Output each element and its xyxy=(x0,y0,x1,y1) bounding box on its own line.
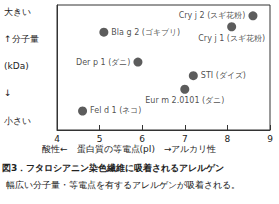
svg-text:Eur m 2.0101 (ダニ): Eur m 2.0101 (ダニ) xyxy=(145,96,224,105)
svg-text:Der p 1 (ダニ): Der p 1 (ダニ) xyxy=(76,58,130,67)
svg-text:4: 4 xyxy=(54,134,60,144)
svg-text:9: 9 xyxy=(267,134,273,144)
svg-text:7: 7 xyxy=(182,134,188,144)
svg-text:Cry j 1 (スギ花粉): Cry j 1 (スギ花粉) xyxy=(198,34,265,43)
svg-text:大きい: 大きい xyxy=(4,7,31,17)
svg-text:小さい: 小さい xyxy=(4,116,31,126)
svg-text:↑分子量: ↑分子量 xyxy=(4,34,39,44)
svg-text:6: 6 xyxy=(139,134,145,144)
svg-text:Cry j 2 (スギ花粉): Cry j 2 (スギ花粉) xyxy=(179,11,246,20)
svg-text:↓: ↓ xyxy=(4,88,12,98)
svg-text:8: 8 xyxy=(225,134,231,144)
svg-text:5: 5 xyxy=(97,134,103,144)
svg-text:STI (ダイズ): STI (ダイズ) xyxy=(201,71,246,80)
svg-text:Bla g 2 (ゴキブリ): Bla g 2 (ゴキブリ) xyxy=(111,28,180,37)
svg-text:酸性← 蛋白質の等電点(pI) →アルカリ性: 酸性← 蛋白質の等電点(pI) →アルカリ性 xyxy=(42,144,216,154)
svg-text:(kDa): (kDa) xyxy=(4,61,29,71)
svg-text:図3．フタロシアニン染色繊維に吸着されるアレルゲン: 図3．フタロシアニン染色繊維に吸着されるアレルゲン xyxy=(2,163,224,173)
svg-text:Fel d 1 (ネコ): Fel d 1 (ネコ) xyxy=(90,106,141,115)
svg-text:幅広い分子量・等電点を有するアレルゲンが吸着される。: 幅広い分子量・等電点を有するアレルゲンが吸着される。 xyxy=(6,180,240,190)
